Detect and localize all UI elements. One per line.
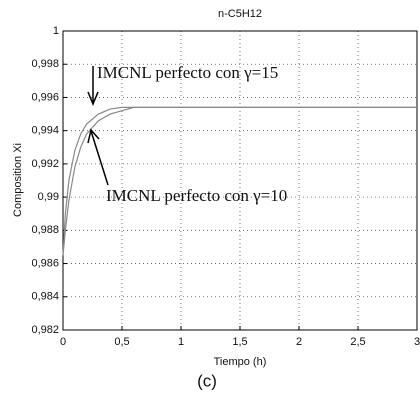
series-line	[62, 106, 417, 256]
y-axis-label: Composition Xi	[12, 143, 24, 217]
arrow	[87, 128, 109, 186]
chart-title: n-C5H12	[218, 8, 262, 20]
series-line	[62, 106, 417, 256]
plot-area	[63, 31, 417, 330]
x-tick-label: 1	[178, 336, 184, 348]
x-tick-label: 2	[296, 336, 302, 348]
y-tick-label: 0,99	[38, 191, 59, 203]
y-tick-label: 0,988	[31, 224, 59, 236]
y-tick-label: 0,996	[31, 91, 59, 103]
caption: (c)	[197, 371, 217, 390]
y-tick-label: 0,992	[31, 158, 59, 170]
annotation: IMCNL perfecto con γ=15	[97, 63, 278, 82]
y-tick-label: 1	[53, 25, 59, 37]
y-tick-label: 0,984	[31, 291, 59, 303]
y-tick-label: 0,986	[31, 257, 59, 269]
y-tick-label: 0,994	[31, 125, 59, 137]
y-tick-label: 0,998	[31, 58, 59, 70]
y-tick-label: 0,982	[31, 324, 59, 336]
arrow	[87, 66, 99, 106]
x-tick-label: 3	[414, 336, 420, 348]
x-axis-label: Tiempo (h)	[214, 356, 267, 368]
plot-frame	[62, 30, 418, 331]
x-tick-label: 0,5	[114, 336, 129, 348]
x-tick-label: 1,5	[232, 336, 247, 348]
annotation: IMCNL perfecto con γ=10	[106, 186, 287, 205]
x-tick-label: 0	[60, 336, 66, 348]
x-tick-label: 2,5	[350, 336, 365, 348]
